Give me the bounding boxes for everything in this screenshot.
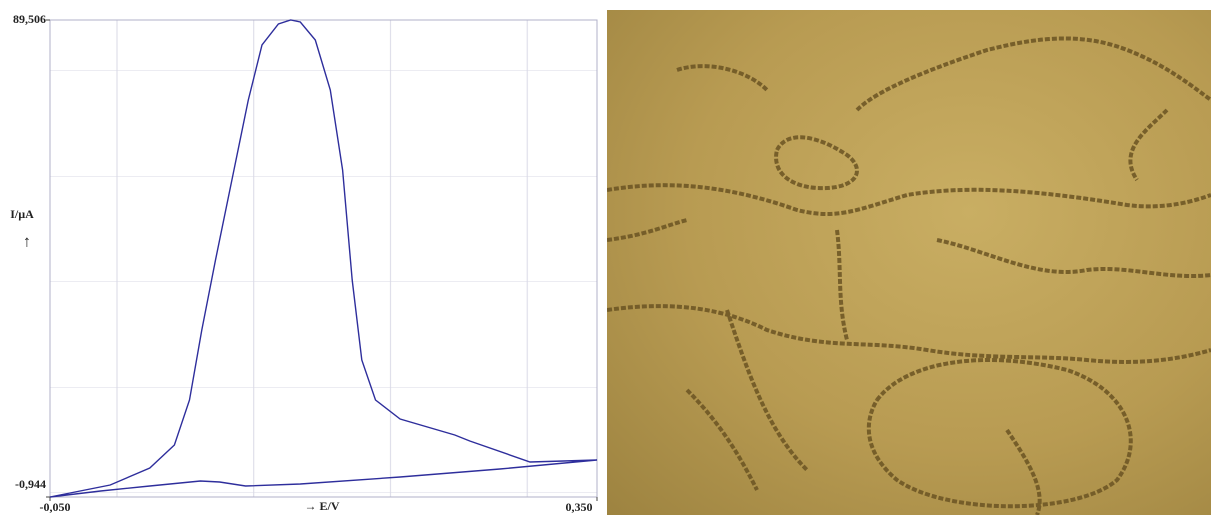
micrograph bbox=[607, 10, 1211, 515]
x-tick-label: -0,050 bbox=[40, 500, 71, 514]
chart: I/µA ↑ → E/V -0,944 89,506 -0,050 0,350 bbox=[0, 0, 605, 515]
x-axis-label: → E/V bbox=[304, 499, 339, 513]
page: {"chart_data": {"type": "line", "y_label… bbox=[0, 0, 1211, 515]
y-axis-arrow: ↑ bbox=[23, 234, 31, 251]
x-tick-label: 0,350 bbox=[566, 500, 593, 514]
y-axis-label: I/µA bbox=[10, 207, 34, 221]
plot-grid bbox=[50, 20, 597, 497]
micrograph-grains bbox=[607, 10, 1211, 515]
y-tick-label: 89,506 bbox=[13, 12, 46, 26]
y-tick-label: -0,944 bbox=[15, 477, 46, 491]
